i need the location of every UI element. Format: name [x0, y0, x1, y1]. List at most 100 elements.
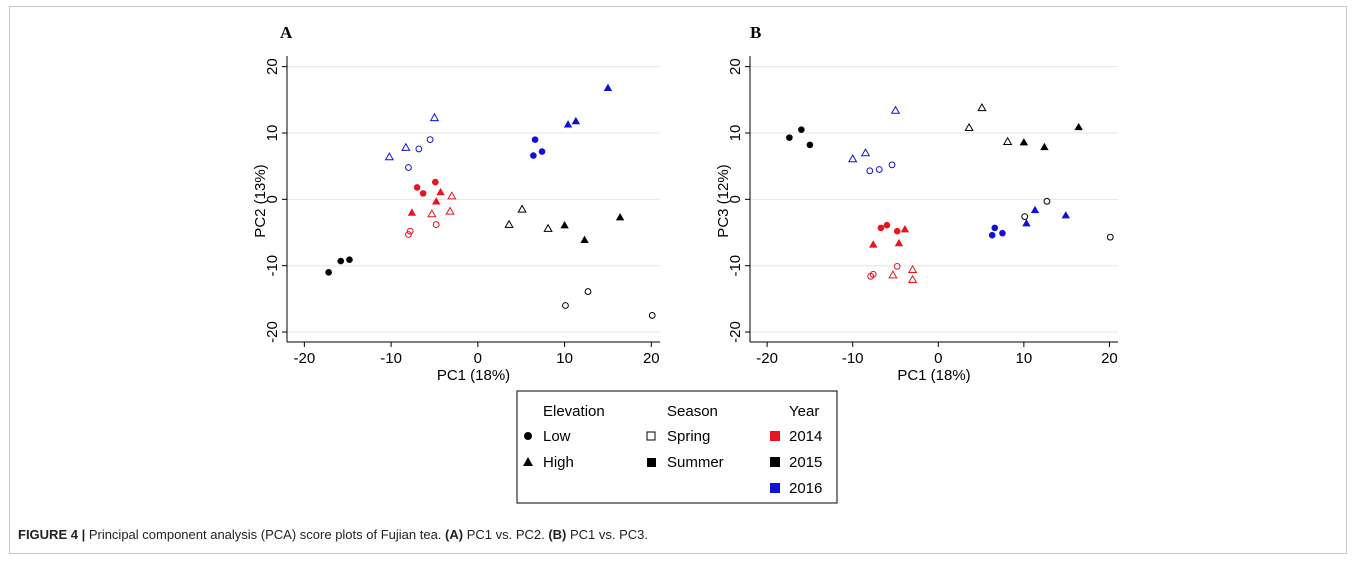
data-point-circle — [406, 227, 414, 235]
x-tick-label: -20 — [294, 350, 316, 367]
data-point-triangle — [429, 112, 440, 122]
data-point-circle — [531, 136, 539, 143]
x-tick-label: -10 — [380, 350, 402, 367]
legend-year-swatch — [770, 457, 780, 467]
data-point-triangle — [907, 264, 918, 274]
data-point-triangle — [447, 191, 457, 200]
data-point-circle — [877, 224, 885, 232]
legend-year-label: 2015 — [789, 454, 822, 471]
x-tick-label: 10 — [556, 350, 573, 367]
data-point-circle — [893, 227, 901, 235]
x-tick-label: 10 — [1016, 350, 1033, 367]
caption-b-ref: (B) — [548, 527, 567, 542]
x-tick-label: 20 — [1101, 350, 1118, 367]
data-point-triangle — [1019, 138, 1029, 146]
x-tick-label: -20 — [756, 350, 778, 367]
data-point-circle — [893, 262, 901, 270]
data-point-triangle — [907, 274, 918, 283]
data-point-circle — [562, 302, 569, 309]
data-point-triangle — [401, 142, 411, 151]
x-tick-label: 20 — [643, 350, 660, 367]
x-tick-label: -10 — [842, 350, 864, 367]
data-point-circle — [988, 231, 996, 239]
data-point-circle — [888, 161, 896, 169]
legend-triangle-icon — [523, 457, 533, 466]
legend-elevation-label: High — [543, 454, 574, 471]
data-point-triangle — [1040, 142, 1049, 151]
data-point-triangle — [888, 270, 898, 279]
caption-text: Principal component analysis (PCA) score… — [85, 527, 446, 542]
y-tick-label: 20 — [264, 58, 281, 75]
data-point-circle — [426, 136, 434, 144]
data-point-circle — [337, 257, 345, 265]
data-point-circle — [1106, 233, 1114, 241]
y-tick-label: 0 — [727, 195, 744, 203]
data-point-triangle — [900, 225, 910, 233]
data-point-triangle — [1002, 136, 1013, 145]
data-point-triangle — [560, 221, 569, 229]
panel-letter: B — [750, 23, 761, 42]
legend-season-label: Summer — [667, 454, 724, 471]
data-point-circle — [530, 152, 537, 159]
caption-a-text: PC1 vs. PC2. — [463, 527, 549, 542]
data-point-circle — [883, 221, 891, 229]
data-point-circle — [1021, 213, 1029, 220]
data-point-triangle — [571, 116, 581, 125]
data-point-triangle — [407, 208, 417, 216]
legend-year-label: 2014 — [789, 428, 822, 445]
data-point-circle — [786, 134, 793, 141]
y-axis-title: PC2 (13%) — [252, 164, 269, 237]
data-point-circle — [325, 269, 332, 276]
data-point-circle — [991, 224, 999, 232]
data-point-circle — [432, 178, 439, 186]
data-point-circle — [1043, 197, 1051, 205]
data-point-triangle — [894, 238, 904, 247]
data-point-circle — [415, 145, 423, 153]
caption-b-text: PC1 vs. PC3. — [566, 527, 649, 542]
data-point-triangle — [432, 197, 441, 205]
legend-elevation-label: Low — [543, 428, 571, 445]
y-axis-title: PC3 (12%) — [715, 164, 732, 237]
legend-year-swatch — [770, 483, 780, 493]
data-point-triangle — [977, 102, 987, 112]
data-point-triangle — [436, 187, 445, 196]
data-point-triangle — [848, 154, 858, 163]
data-point-circle — [869, 270, 877, 278]
data-point-triangle — [504, 219, 514, 228]
data-point-circle — [866, 167, 874, 175]
data-point-triangle — [427, 209, 437, 218]
scatter-panel-a: A 20 10 0 -10 -20 -20 -10 0 10 20 PC1 (18%) PC2 (13%… — [252, 23, 660, 384]
y-tick-label: -10 — [727, 255, 744, 277]
data-point-triangle — [890, 105, 901, 114]
legend-elevation-title: Elevation — [543, 403, 605, 420]
y-tick-label: 20 — [727, 58, 744, 75]
x-tick-label: 0 — [934, 350, 942, 367]
scatter-panel-b: B 20 10 0 -10 -20 -20 -10 0 10 20 PC1 (18%) PC3 (12%… — [715, 23, 1118, 384]
data-point-circle — [413, 184, 421, 191]
data-point-circle — [584, 288, 592, 295]
data-point-triangle — [384, 152, 395, 161]
legend-circle-icon — [524, 432, 532, 440]
legend-year-title: Year — [789, 403, 819, 420]
data-point-triangle — [964, 122, 974, 132]
y-tick-label: 0 — [264, 195, 281, 203]
data-point-circle — [432, 221, 440, 228]
figure-caption: FIGURE 4 | Principal component analysis … — [18, 527, 648, 542]
data-point-triangle — [1061, 211, 1070, 219]
data-point-triangle — [615, 213, 625, 221]
data-point-triangle — [563, 120, 573, 128]
data-point-triangle — [543, 223, 553, 232]
data-point-triangle — [1030, 205, 1040, 214]
data-point-circle — [419, 190, 427, 197]
legend-filled-square-icon — [647, 458, 656, 467]
y-tick-label: -20 — [264, 321, 281, 343]
data-point-triangle — [603, 83, 613, 92]
data-point-circle — [806, 141, 814, 149]
data-point-triangle — [1074, 122, 1083, 131]
legend: Elevation Season Year Low High Spring Summer 20… — [516, 390, 838, 504]
data-point-triangle — [1022, 219, 1031, 227]
y-tick-label: -20 — [727, 321, 744, 343]
data-point-triangle — [580, 235, 589, 243]
y-tick-label: 10 — [727, 125, 744, 142]
data-point-circle — [405, 164, 412, 171]
